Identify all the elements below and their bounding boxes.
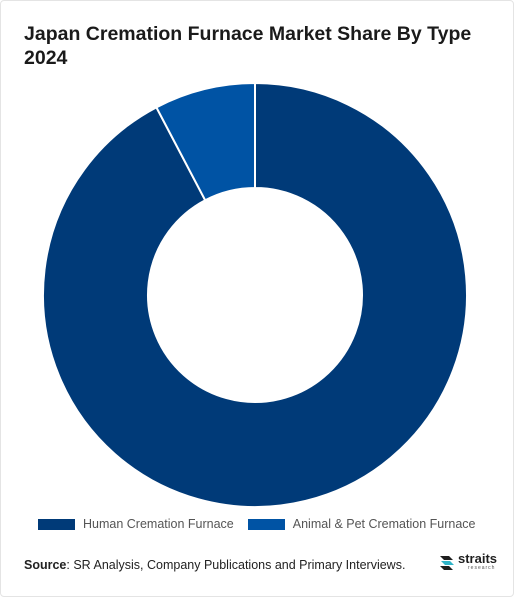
legend-swatch-human [38,518,75,530]
legend-item-human[interactable]: Human Cremation Furnace [38,517,234,531]
source-label: Source [24,558,67,572]
donut-slice-animal-pet-cremation-furnace[interactable] [155,81,256,202]
legend-label-human: Human Cremation Furnace [83,517,234,531]
logo-subtext: research [468,565,496,571]
straits-research-logo: straits research [438,552,497,571]
chart-title: Japan Cremation Furnace Market Share By … [24,23,472,69]
donut-chart [42,81,468,508]
source-text: : SR Analysis, Company Publications and … [66,558,406,572]
chart-legend: Human Cremation Furnace Animal & Pet Cre… [38,517,489,531]
donut-slice-human-cremation-furnace[interactable] [42,81,468,508]
legend-swatch-animal-pet [247,518,285,530]
source-note: Source: SR Analysis, Company Publication… [24,558,405,572]
legend-item-animal-pet[interactable]: Animal & Pet Cremation Furnace [247,517,476,531]
straits-logo-icon [440,555,454,570]
logo-wordmark: straits [458,551,498,566]
legend-label-animal-pet: Animal & Pet Cremation Furnace [292,517,476,531]
